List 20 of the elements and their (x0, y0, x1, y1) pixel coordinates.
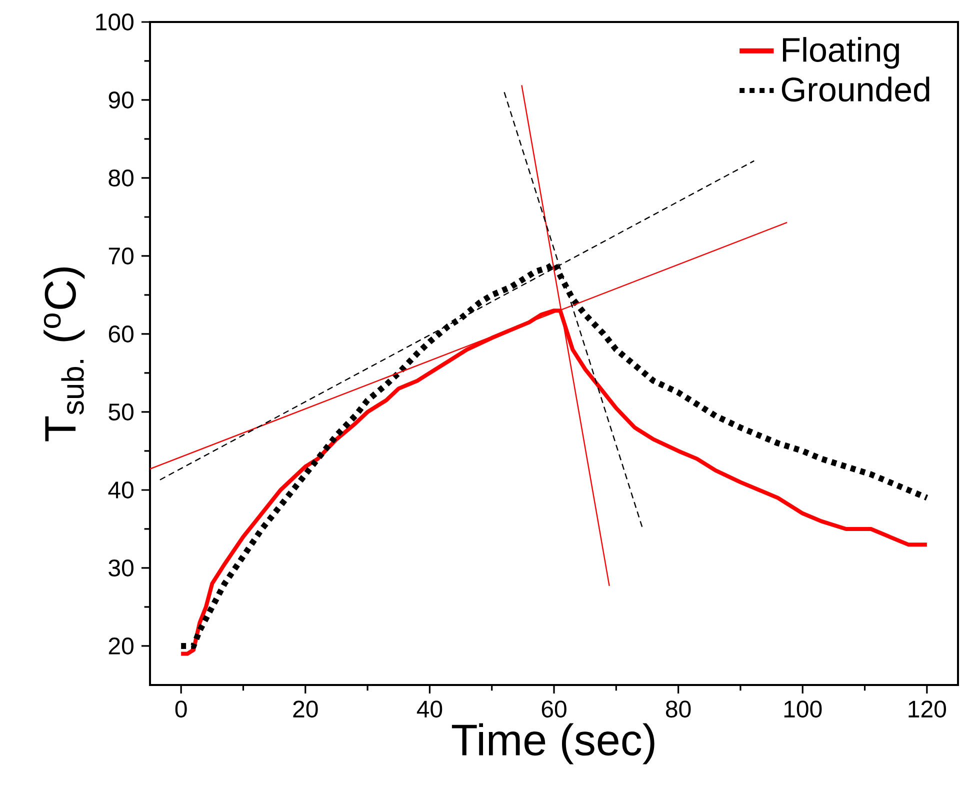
x-tick-label: 80 (666, 700, 691, 718)
y-tick-label: 20 (108, 637, 134, 654)
legend-label: Grounded (782, 76, 930, 102)
legend-label: Floating (783, 37, 899, 69)
y-tick-label: 40 (108, 481, 134, 498)
y-axis-title: T$_{sub.}$ ($^{o}$C) (44, 267, 85, 442)
x-tick-label: 0 (175, 700, 187, 718)
y-tick-label: 30 (108, 559, 134, 576)
y-tick-label: 100 (96, 13, 134, 30)
x-axis-title: Time (sec) (452, 723, 654, 764)
x-tick-label: 100 (784, 700, 822, 718)
x-tick-label: 60 (542, 700, 566, 718)
x-tick-label: 20 (293, 700, 318, 718)
x-tick-label: 120 (908, 700, 946, 718)
y-tick-label: 50 (108, 403, 134, 420)
y-tick-label: 80 (108, 170, 134, 186)
y-tick-label: 90 (108, 91, 134, 108)
y-tick-label: 70 (108, 247, 134, 264)
x-tick-label: 40 (416, 700, 442, 718)
y-tick-label: 60 (108, 325, 134, 342)
